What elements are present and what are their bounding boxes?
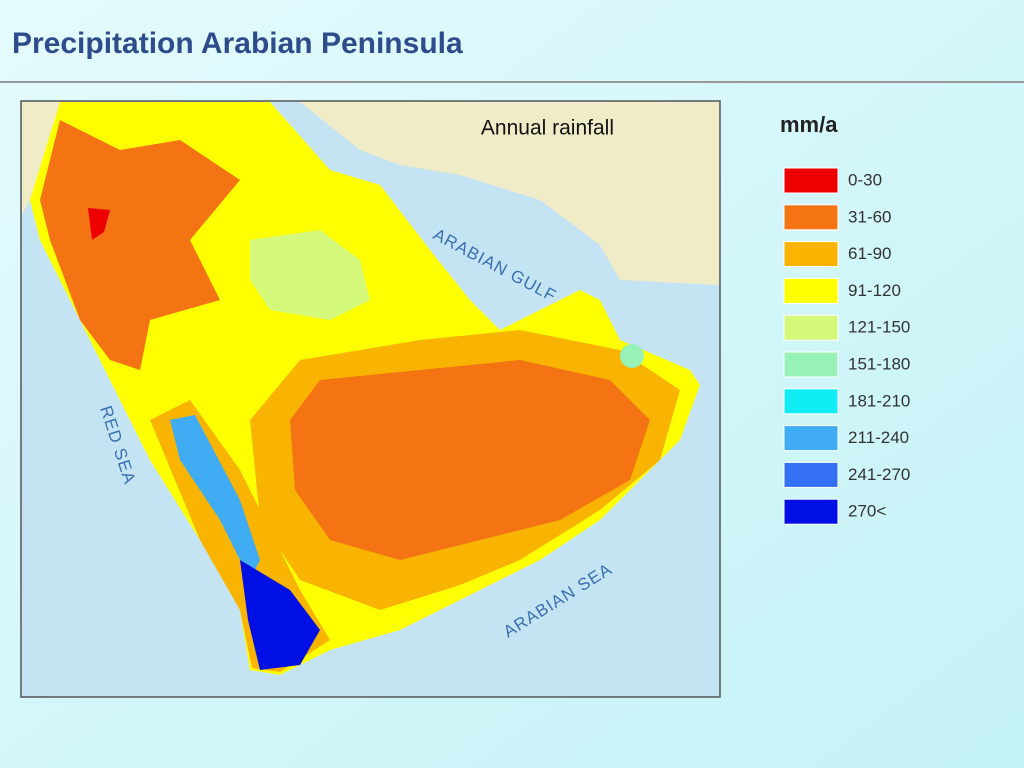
legend-swatch bbox=[783, 461, 839, 488]
map: Annual rainfall RED SEA ARABIAN GULF ARA… bbox=[20, 100, 721, 698]
legend: mm/a 0-30 31-60 61-90 91-120 121-150 151-180 1… bbox=[780, 112, 910, 525]
legend-label: 241-270 bbox=[848, 465, 910, 484]
legend-swatch bbox=[783, 167, 839, 194]
legend-label: 61-90 bbox=[848, 244, 891, 263]
legend-swatch bbox=[783, 204, 839, 231]
legend-label: 270< bbox=[848, 502, 886, 521]
legend-label: 91-120 bbox=[848, 281, 901, 300]
zone bbox=[290, 360, 650, 560]
legend-swatch bbox=[783, 388, 839, 415]
zone bbox=[170, 415, 260, 580]
legend-title: mm/a bbox=[780, 112, 838, 137]
title: Precipitation Arabian Peninsula bbox=[12, 27, 463, 60]
legend-label: 181-210 bbox=[848, 391, 910, 410]
zone bbox=[40, 120, 240, 370]
legend-swatch bbox=[783, 241, 839, 268]
legend-label: 151-180 bbox=[848, 354, 910, 373]
legend-label: 0-30 bbox=[848, 170, 882, 189]
northern-land bbox=[270, 102, 719, 285]
legend-label: 121-150 bbox=[848, 318, 910, 337]
zone bbox=[620, 344, 644, 368]
zone bbox=[88, 208, 110, 240]
legend-swatch bbox=[783, 351, 839, 378]
legend-label: 31-60 bbox=[848, 207, 891, 226]
zone bbox=[240, 560, 320, 670]
legend-swatch bbox=[783, 314, 839, 341]
map-caption: Annual rainfall bbox=[481, 117, 614, 140]
legend-swatch bbox=[783, 277, 839, 304]
legend-label: 211-240 bbox=[848, 428, 909, 447]
legend-swatch bbox=[783, 425, 839, 452]
legend-swatch bbox=[783, 498, 839, 525]
zone bbox=[250, 230, 370, 320]
